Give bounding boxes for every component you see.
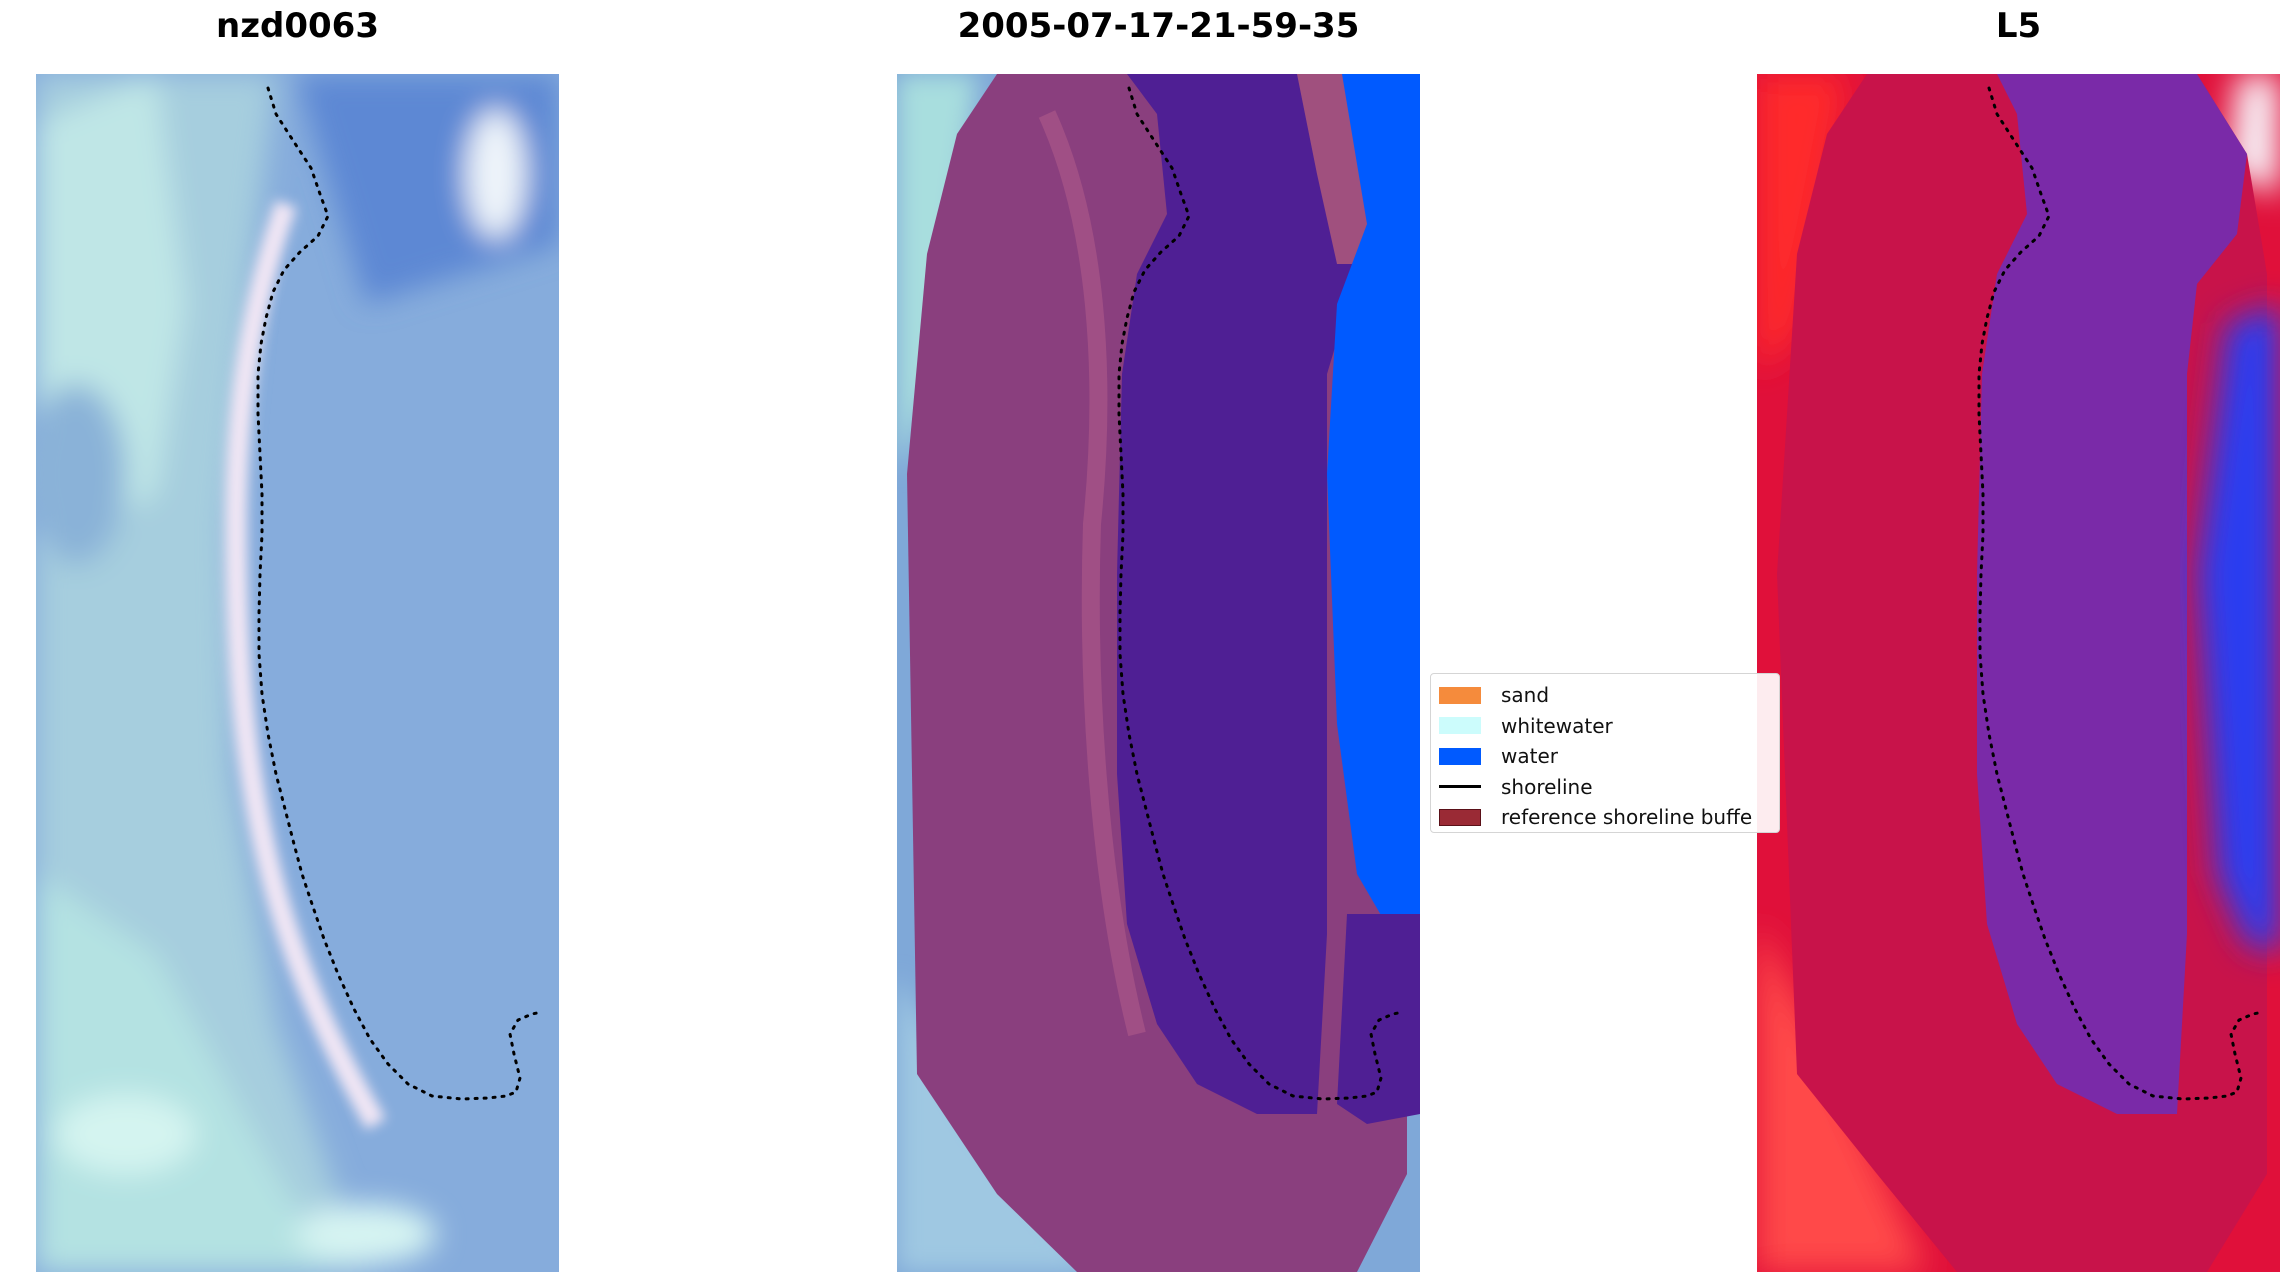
panel-title-classified: 2005-07-17-21-59-35 (957, 6, 1360, 46)
water-swatch (1439, 747, 1481, 765)
reference-buffer-swatch (1439, 808, 1481, 826)
index-image (1757, 74, 2280, 1272)
legend-item-water: water (1439, 741, 1767, 772)
legend: sand whitewater water shoreline referenc… (1430, 673, 1780, 833)
legend-item-shoreline: shoreline (1439, 772, 1767, 803)
shoreline-dotted-line (1977, 86, 2265, 1101)
legend-item-sand: sand (1439, 680, 1767, 711)
sand-swatch (1439, 686, 1481, 704)
legend-label-sand: sand (1501, 683, 1550, 708)
panel-title-rgb: nzd0063 (216, 6, 379, 46)
legend-label-reference-buffer: reference shoreline buffe (1501, 805, 1753, 830)
rgb-satellite-image (36, 74, 559, 1272)
legend-label-whitewater: whitewater (1501, 713, 1613, 738)
shoreline-dotted-line (256, 86, 544, 1101)
whitewater-swatch (1439, 717, 1481, 735)
rgb-image-panel (36, 74, 559, 1272)
index-image-panel (1757, 74, 2280, 1272)
legend-label-water: water (1501, 744, 1558, 769)
legend-label-shoreline: shoreline (1501, 774, 1593, 799)
legend-item-whitewater: whitewater (1439, 711, 1767, 742)
classified-image (897, 74, 1420, 1272)
shoreline-dotted-line (1117, 86, 1405, 1101)
panel-title-index: L5 (1995, 6, 2042, 46)
shoreline-line-swatch (1439, 785, 1481, 789)
legend-item-reference-buffer: reference shoreline buffe (1439, 802, 1767, 832)
classified-image-panel (897, 74, 1420, 1272)
